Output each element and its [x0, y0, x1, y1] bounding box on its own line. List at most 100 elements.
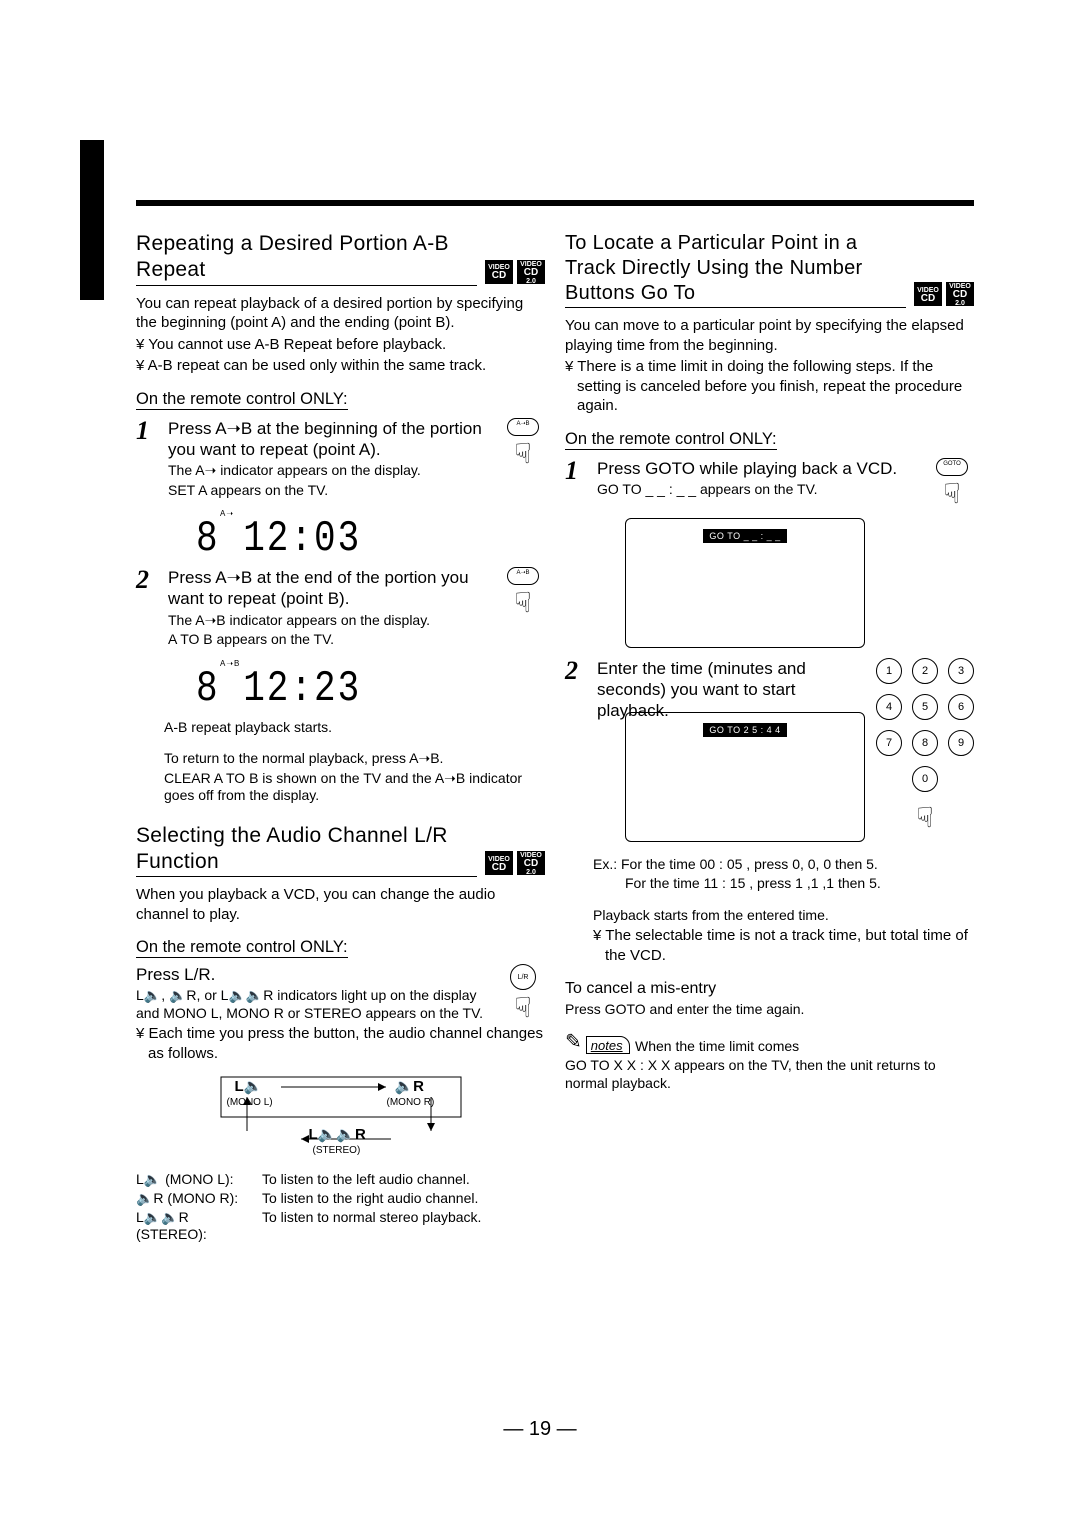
hand-icon: ☟: [916, 804, 933, 832]
page-number: — 19 —: [0, 1418, 1080, 1441]
key-3: 3: [948, 658, 974, 684]
side-tab: [80, 140, 104, 300]
key-4: 4: [876, 694, 902, 720]
def-text: To listen to the left audio channel.: [262, 1171, 545, 1188]
step-sub: GO TO _ _ : _ _ appears on the TV.: [597, 481, 920, 499]
post-text: To return to the normal playback, press …: [164, 750, 545, 768]
step-row: 2 Press A➝B at the end of the portion yo…: [136, 567, 545, 649]
bullet: ¥ You cannot use A-B Repeat before playb…: [136, 335, 545, 355]
top-rule: [136, 200, 974, 206]
remote-only: On the remote control ONLY:: [136, 390, 348, 410]
definition-row: 🔈R (MONO R):To listen to the right audio…: [136, 1190, 545, 1207]
diag-s-sub: (STEREO): [313, 1145, 361, 1156]
pencil-icon: ✎: [565, 1029, 582, 1054]
remote-only: On the remote control ONLY:: [565, 430, 777, 450]
format-badges: VIDEOCD VIDEOCD2.0: [485, 851, 545, 877]
notes-label: notes: [586, 1036, 630, 1054]
example-text: For the time 11 : 15 , press 1 ,1 ,1 the…: [625, 875, 974, 893]
post-text: CLEAR A TO B is shown on the TV and the …: [164, 770, 545, 805]
section-title: Repeating a Desired Portion A-B Repeat: [136, 231, 477, 286]
section-title: To Locate a Particular Point in a Track …: [565, 231, 906, 308]
badge-vcd20: VIDEOCD2.0: [517, 851, 545, 875]
step-row: 1 Press GOTO while playing back a VCD. G…: [565, 458, 974, 508]
step-instruction: Enter the time (minutes and seconds) you…: [597, 658, 866, 722]
step-instruction: Press A➝B at the end of the portion you …: [168, 567, 491, 610]
tv-screen-mock: GO TO _ _ : _ _: [625, 518, 865, 648]
post-text: Playback starts from the entered time.: [593, 907, 974, 925]
segment-display: A➝B 8 12:23: [196, 659, 545, 709]
def-label: 🔈R (MONO R):: [136, 1190, 262, 1207]
badge-vcd: VIDEOCD: [485, 260, 513, 284]
manual-page: Repeating a Desired Portion A-B Repeat V…: [0, 0, 1080, 1531]
cancel-heading: To cancel a mis-entry: [565, 979, 974, 999]
key-5: 5: [912, 694, 938, 720]
step-text: Press A➝B at the beginning of the portio…: [168, 418, 491, 500]
keypad: 1 2 3 4 5 6 7 8 9: [876, 658, 974, 756]
press-row: Press L/R. L🔈, 🔈R, or L🔈🔈R indicators li…: [136, 964, 545, 1022]
diag-s: L🔈🔈R: [309, 1125, 366, 1143]
diag-l: L🔈: [235, 1077, 263, 1095]
diag-r: 🔈R: [395, 1077, 425, 1095]
goto-button-icon: GOTO: [936, 458, 968, 476]
section-header: To Locate a Particular Point in a Track …: [565, 231, 974, 308]
hand-icon: ☟: [514, 440, 531, 468]
bullet: ¥ There is a time limit in doing the fol…: [565, 357, 974, 416]
two-columns: Repeating a Desired Portion A-B Repeat V…: [136, 225, 974, 1242]
note-text: GO TO X X : X X appears on the TV, then …: [565, 1057, 974, 1092]
badge-vcd: VIDEOCD: [914, 282, 942, 306]
press-instruction: Press L/R.: [136, 964, 491, 985]
section-header: Repeating a Desired Portion A-B Repeat V…: [136, 231, 545, 286]
left-column: Repeating a Desired Portion A-B Repeat V…: [136, 225, 545, 1242]
section-header: Selecting the Audio Channel L/R Function…: [136, 823, 545, 878]
keypad-illustration: 1 2 3 4 5 6 7 8 9 0 ☟: [876, 658, 974, 832]
def-text: To listen to the right audio channel.: [262, 1190, 545, 1207]
step-row: 1 Press A➝B at the beginning of the port…: [136, 418, 545, 500]
ab-button-icon: A➝B: [507, 567, 539, 585]
intro-text: When you playback a VCD, you can change …: [136, 885, 545, 924]
step-number: 1: [136, 418, 158, 500]
ab-button-icon: A➝B: [507, 418, 539, 436]
tv-bar: GO TO 2 5 : 4 4: [703, 723, 786, 737]
button-illustration: GOTO ☟: [930, 458, 974, 508]
lr-cycle-diagram: L🔈 (MONO L) 🔈R (MONO R) L🔈🔈R (STEREO): [191, 1073, 491, 1163]
key-7: 7: [876, 730, 902, 756]
format-badges: VIDEOCD VIDEOCD2.0: [485, 260, 545, 286]
step-number: 1: [565, 458, 587, 508]
seg-value: 8 12:23: [196, 663, 545, 712]
step-number: 2: [136, 567, 158, 649]
segment-display: A➝ 8 12:03: [196, 509, 545, 559]
post-text: A-B repeat playback starts.: [164, 719, 545, 737]
def-label: L🔈🔈R (STEREO):: [136, 1209, 262, 1242]
key-6: 6: [948, 694, 974, 720]
key-8: 8: [912, 730, 938, 756]
definition-row: L🔈🔈R (STEREO):To listen to normal stereo…: [136, 1209, 545, 1242]
key-1: 1: [876, 658, 902, 684]
remote-only: On the remote control ONLY:: [136, 938, 348, 958]
hand-icon: ☟: [514, 589, 531, 617]
button-illustration: A➝B ☟: [501, 418, 545, 500]
press-sub: L🔈, 🔈R, or L🔈🔈R indicators light up on t…: [136, 987, 491, 1022]
lr-button-icon: L/R: [510, 964, 536, 990]
step-text: Enter the time (minutes and seconds) you…: [597, 658, 866, 832]
step-instruction: Press GOTO while playing back a VCD.: [597, 458, 920, 479]
badge-vcd20: VIDEOCD2.0: [946, 282, 974, 306]
cancel-text: Press GOTO and enter the time again.: [565, 1001, 974, 1019]
format-badges: VIDEOCD VIDEOCD2.0: [914, 282, 974, 308]
button-illustration: A➝B ☟: [501, 567, 545, 649]
badge-vcd: VIDEOCD: [485, 851, 513, 875]
diag-l-sub: (MONO L): [227, 1097, 273, 1108]
bullet: ¥ A-B repeat can be used only within the…: [136, 356, 545, 376]
definition-row: L🔈 (MONO L):To listen to the left audio …: [136, 1171, 545, 1188]
step-text: Press A➝B at the end of the portion you …: [168, 567, 491, 649]
step-sub: The A➝ indicator appears on the display.: [168, 462, 491, 480]
step-sub: SET A appears on the TV.: [168, 482, 491, 500]
step-instruction: Press A➝B at the beginning of the portio…: [168, 418, 491, 461]
intro-text: You can repeat playback of a desired por…: [136, 294, 545, 333]
def-text: To listen to normal stereo playback.: [262, 1209, 545, 1242]
intro-text: You can move to a particular point by sp…: [565, 316, 974, 355]
step-number: 2: [565, 658, 587, 832]
section-title: Selecting the Audio Channel L/R Function: [136, 823, 477, 878]
note-heading: When the time limit comes: [635, 1038, 974, 1056]
seg-value: 8 12:03: [196, 514, 545, 563]
right-column: To Locate a Particular Point in a Track …: [565, 225, 974, 1242]
